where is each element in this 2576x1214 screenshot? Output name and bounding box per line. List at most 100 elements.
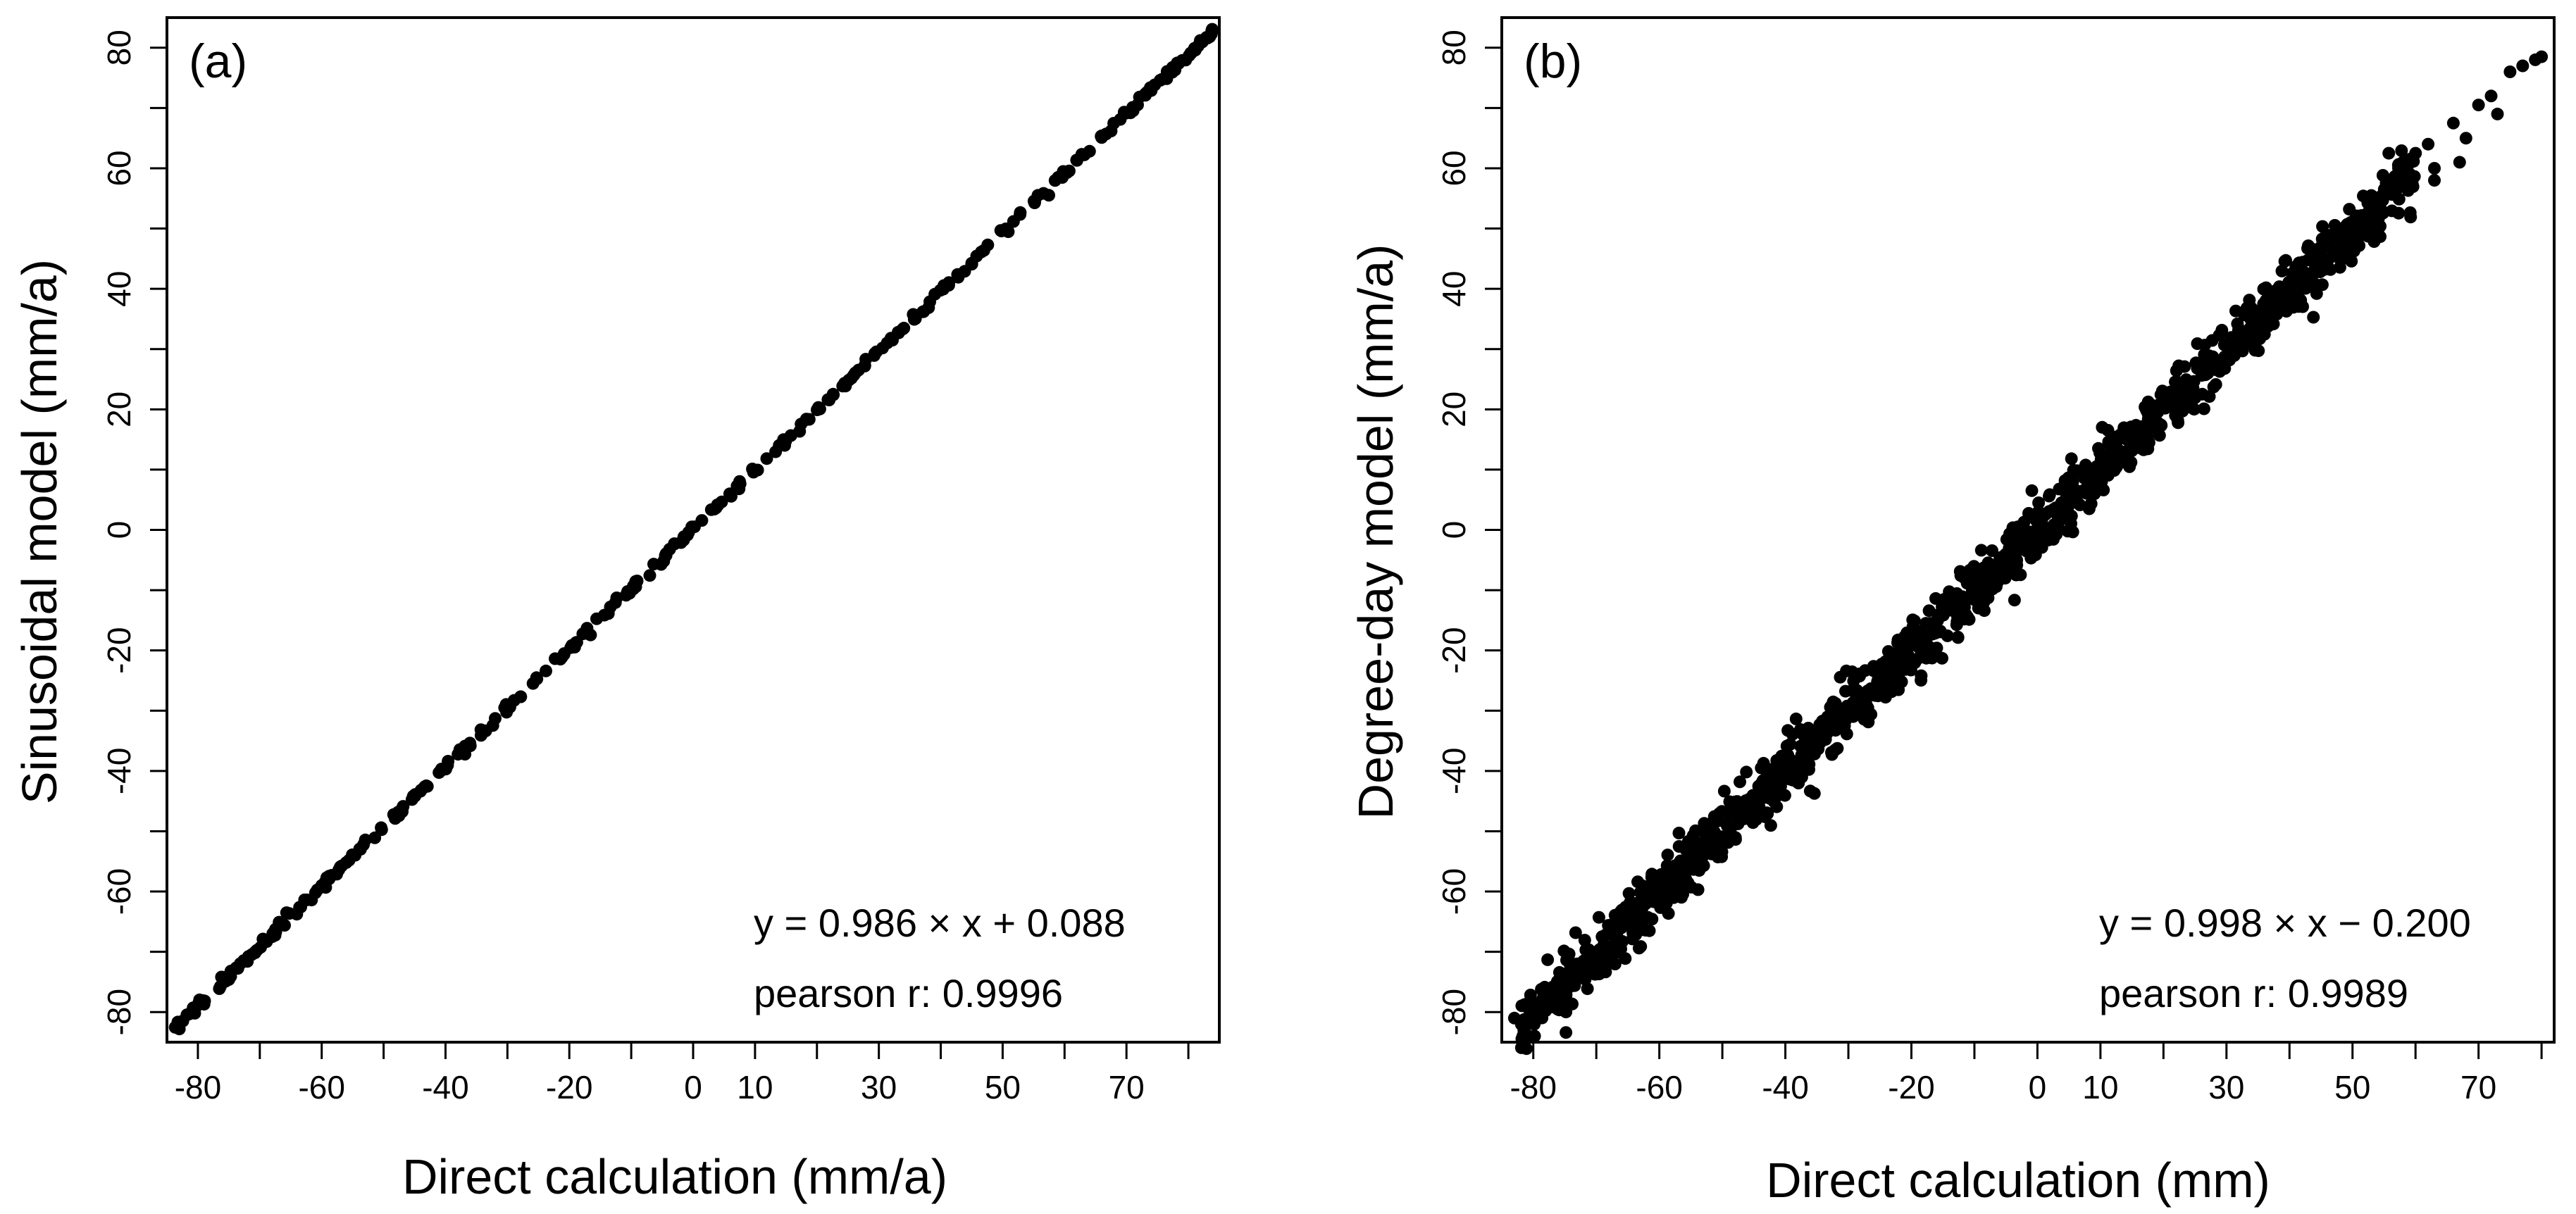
panel-b-data-point [1674, 854, 1687, 868]
panel-b-data-point [2050, 523, 2062, 537]
panel-a-data-point [663, 543, 676, 556]
panel-b-data-point [1967, 560, 1981, 573]
panel-b-data-point [1931, 608, 1944, 622]
panel-a-x-tick-label: 70 [1109, 1069, 1145, 1106]
panel-b-data-point [2320, 228, 2333, 242]
panel-b-x-tick-label: 30 [2208, 1069, 2244, 1106]
panel-b-data-point [2101, 424, 2115, 437]
panel-a-data-point [173, 1022, 186, 1036]
panel-b-data-point [2401, 182, 2414, 196]
panel-b-data-point [2270, 308, 2284, 321]
panel-b-data-point [1824, 709, 1836, 722]
panel-a-data-point [1028, 196, 1041, 210]
panel-b-data-point [1599, 965, 1612, 979]
panel-b-data-point [2275, 264, 2289, 277]
panel-b-data-point [2097, 483, 2110, 496]
panel-b-data-point [1820, 727, 1834, 740]
panel-b-data-point [2169, 403, 2182, 417]
panel-a-data-point [610, 592, 623, 604]
panel-b-data-point [2062, 471, 2075, 484]
panel-b-data-point [2472, 99, 2485, 112]
panel-b-data-point [1829, 696, 1842, 710]
panel-b-data-point [1723, 795, 1736, 808]
panel-b-data-point [1951, 631, 1965, 644]
panel-b-data-point [1579, 944, 1593, 956]
panel-b-data-point [1598, 956, 1612, 969]
panel-b-data-point [2061, 525, 2074, 538]
panel-b-data-point [2134, 434, 2148, 447]
panel-b-data-point [2396, 156, 2410, 169]
panel-b-data-point [2350, 226, 2363, 239]
panel-b-data-point [2198, 339, 2211, 352]
panel-b-data-point [2071, 484, 2084, 498]
panel-b-data-point [2003, 527, 2016, 540]
panel-a-data-point [793, 425, 807, 438]
panel-b-data-point [1675, 891, 1688, 904]
panel-a-data-point [604, 601, 617, 613]
panel-a-data-point [1043, 189, 1055, 202]
panel-a-data-point [241, 955, 254, 968]
panel-b-data-point [1631, 915, 1644, 929]
panel-b-data-point [2114, 427, 2127, 441]
panel-b-data-point [1539, 987, 1553, 1001]
panel-a-data-point [1095, 131, 1108, 144]
panel-a-data-point [1007, 215, 1020, 228]
panel-a-data-point [687, 520, 701, 534]
panel-a-data-point [1176, 54, 1189, 67]
panel-b-data-point [2008, 548, 2021, 561]
panel-a-data-point [452, 748, 465, 761]
panel-b-x-axis-title: Direct calculation (mm) [1766, 1153, 2270, 1208]
panel-a-y-axis-title: Sinusoidal model (mm/a) [12, 259, 67, 804]
panel-b-data-point [2287, 286, 2300, 299]
panel-a-data-point [479, 724, 492, 737]
panel-a-y-axis: -80 -60 -40 -20 0 20 40 60 80 [101, 30, 167, 1035]
panel-b-data-point [2198, 357, 2211, 370]
panel-a-data-point [917, 305, 931, 318]
panel-a-data-point [760, 452, 773, 465]
panel-b-data-point [1672, 827, 1686, 839]
panel-b-data-point [1840, 664, 1853, 677]
panel-b-data-point [2382, 146, 2396, 160]
panel-a-data-point [278, 919, 291, 932]
panel-b-data-point [1736, 800, 1750, 813]
panel-b-data-point [2065, 452, 2078, 465]
panel-a-fit-equation: y = 0.986 × x + 0.088 [754, 901, 1126, 945]
panel-b-data-point [2207, 380, 2220, 394]
panel-b-data-point [1974, 544, 1988, 557]
panel-b-data-point [1562, 947, 1576, 960]
panel-a-data-point [396, 801, 409, 815]
panel-b-data-point [2315, 244, 2329, 257]
panel-a-data-point [849, 366, 862, 380]
panel-b-data-point [2197, 402, 2210, 415]
panel-b-data-point [2017, 515, 2031, 529]
panel-b-data-point [2032, 496, 2046, 509]
panel-b-data-point [1923, 641, 1936, 654]
panel-b-data-point [1659, 896, 1672, 910]
panel-b-data-point [2213, 329, 2226, 342]
panel-b-x-tick-label: -40 [1762, 1069, 1808, 1106]
panel-a-data-point [836, 380, 850, 393]
panel-a-data-point [826, 387, 840, 401]
panel-b-data-point [2115, 456, 2128, 469]
panel-b-data-point [2422, 137, 2435, 151]
panel-b-y-tick-label: -80 [1436, 989, 1472, 1035]
panel-b-data-point [2341, 218, 2354, 231]
panel-a-data-point [733, 477, 747, 491]
panel-b-pearson-r: pearson r: 0.9989 [2099, 971, 2408, 1015]
panel-b-data-point [2286, 301, 2300, 314]
panel-b-data-point [1681, 834, 1695, 848]
panel-b-data-point [1581, 982, 1594, 996]
panel-b-data-point [1528, 1030, 1541, 1043]
panel-a-y-tick-label: -40 [101, 748, 137, 794]
panel-a-data-point [250, 944, 263, 957]
panel-b-data-point [1875, 672, 1889, 686]
panel-b-data-point [2036, 518, 2049, 532]
panel-b-data-point [2389, 175, 2402, 189]
panel-a-y-tick-label: 20 [101, 392, 137, 427]
panel-b-data-point [2253, 332, 2266, 345]
panel-b-data-point [2232, 324, 2245, 337]
panel-b-data-point [2389, 187, 2402, 200]
panel-a-x-tick-label: -80 [175, 1069, 221, 1106]
panel-b-y-tick-label: 20 [1436, 392, 1472, 427]
panel-a-data-point [568, 641, 581, 653]
